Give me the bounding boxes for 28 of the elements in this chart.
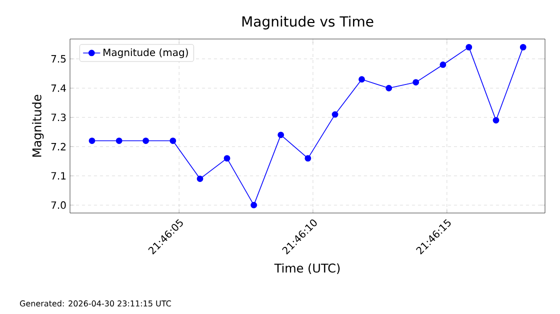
point (492, 117, 500, 124)
point (250, 202, 258, 208)
point (304, 155, 312, 162)
y-tick-label: 7.5 (51, 55, 66, 63)
point (224, 155, 230, 162)
point (116, 138, 122, 144)
point (520, 44, 526, 50)
y-tick-label: 7.3 (51, 114, 66, 122)
legend-label: Magnitude (mag) (104, 48, 188, 58)
point (358, 76, 365, 83)
y-tick-label: 7.4 (51, 84, 66, 92)
point (88, 138, 96, 144)
y-tick-label: 7.2 (51, 142, 66, 150)
point (142, 138, 150, 144)
point (196, 176, 204, 182)
point (332, 111, 338, 118)
point (170, 138, 176, 144)
point (386, 84, 392, 92)
point (412, 79, 420, 86)
y-tick-label: 7.0 (51, 201, 66, 209)
point (278, 132, 284, 138)
y-tick-label: 7.1 (51, 172, 66, 180)
text: Generated: 2026-04-30 23:11:15 UTC (20, 300, 171, 306)
chart-title: Magnitude vs Time (242, 16, 374, 30)
x-axis-title: Time (UTC) (274, 263, 340, 274)
y-axis-title: Magnitude (32, 94, 44, 157)
point (466, 44, 472, 50)
point (440, 62, 446, 68)
